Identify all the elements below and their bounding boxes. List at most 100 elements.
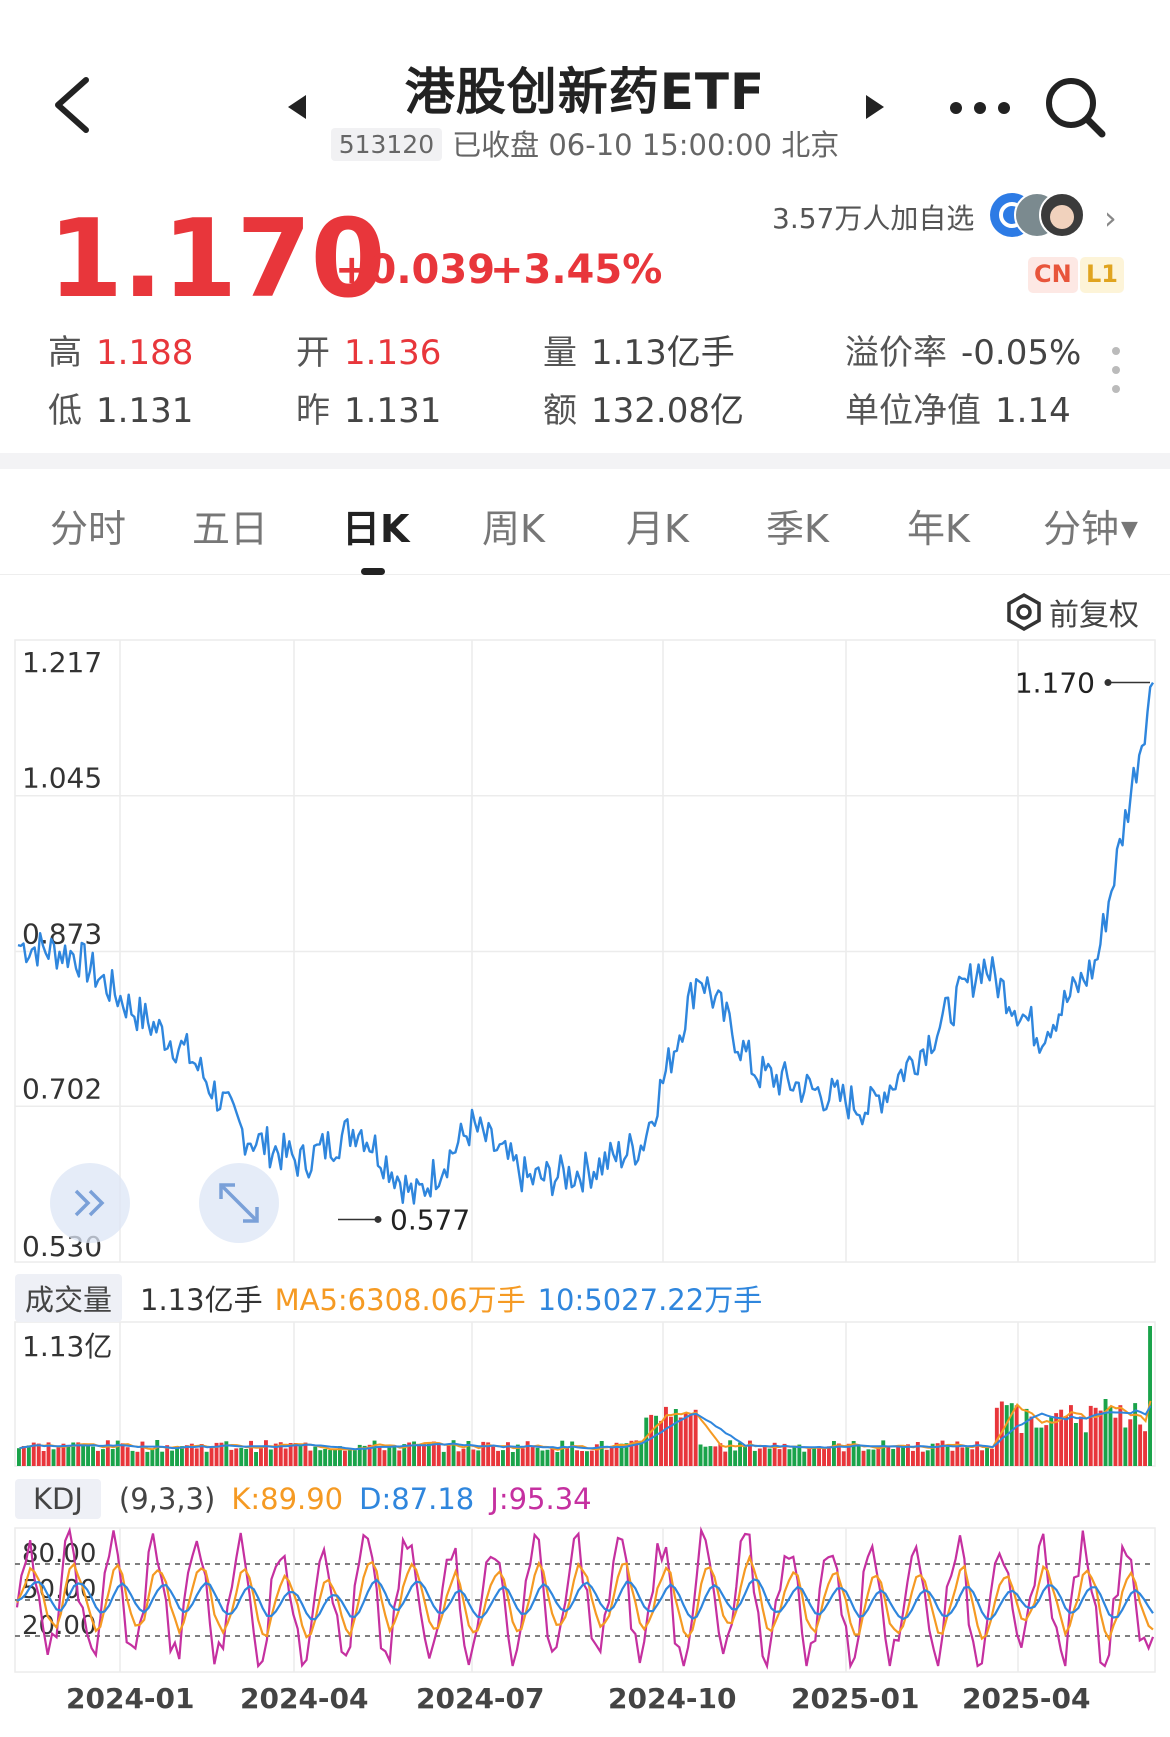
stat-amount: 额 132.08亿 bbox=[543, 391, 744, 431]
more-stats-icon[interactable] bbox=[1110, 345, 1122, 395]
volume-bar bbox=[525, 1441, 530, 1466]
max-price-label: 1.170 bbox=[1015, 667, 1095, 700]
volume-bar bbox=[876, 1445, 881, 1466]
tab-weekly-k[interactable]: 周K bbox=[482, 507, 545, 551]
volume-bar bbox=[575, 1450, 579, 1466]
volume-bar bbox=[1044, 1425, 1049, 1466]
volume-bar bbox=[990, 1448, 994, 1466]
volume-bar bbox=[881, 1440, 886, 1466]
volume-bar bbox=[431, 1441, 436, 1466]
volume-bar bbox=[688, 1414, 693, 1466]
volume-bar bbox=[160, 1451, 165, 1466]
volume-axis-max: 1.13亿 bbox=[22, 1330, 112, 1363]
volume-bar bbox=[1123, 1427, 1128, 1466]
next-stock-icon[interactable] bbox=[862, 92, 888, 122]
volume-bar bbox=[960, 1447, 965, 1466]
tab-monthly-k[interactable]: 月K bbox=[626, 507, 689, 551]
expand-sidebar-button[interactable] bbox=[50, 1163, 130, 1243]
volume-bar bbox=[896, 1446, 901, 1466]
volume-bar bbox=[945, 1446, 950, 1466]
prev-stock-icon[interactable] bbox=[284, 92, 310, 122]
volume-bar bbox=[81, 1444, 86, 1466]
volume-bar bbox=[1074, 1423, 1078, 1466]
volume-bar bbox=[738, 1442, 742, 1466]
volume-bar bbox=[273, 1443, 278, 1466]
volume-bar bbox=[303, 1442, 308, 1466]
volume-bar bbox=[249, 1440, 253, 1466]
volume-bar bbox=[906, 1444, 910, 1466]
volume-bar bbox=[911, 1450, 915, 1466]
volume-bar bbox=[343, 1450, 347, 1466]
volume-bar bbox=[1108, 1406, 1113, 1466]
tab-minute[interactable]: 分钟▼ bbox=[1043, 507, 1138, 551]
volume-bar bbox=[841, 1451, 846, 1466]
double-chevron-icon bbox=[74, 1189, 105, 1217]
volume-bar bbox=[214, 1442, 219, 1466]
volume-bar bbox=[585, 1451, 589, 1466]
volume-bar bbox=[46, 1442, 51, 1466]
y-axis-tick-label: 1.045 bbox=[22, 762, 102, 795]
volume-bar bbox=[915, 1442, 920, 1466]
volume-bar bbox=[96, 1450, 100, 1466]
volume-bar bbox=[313, 1446, 318, 1466]
volume-bar bbox=[619, 1443, 624, 1466]
volume-bar bbox=[120, 1443, 125, 1466]
volume-bar bbox=[822, 1448, 826, 1466]
volume-bar bbox=[515, 1444, 520, 1466]
volume-bar bbox=[832, 1441, 836, 1466]
volume-bar bbox=[451, 1440, 456, 1466]
x-axis-label: 2025-01 bbox=[791, 1682, 920, 1715]
volume-bar bbox=[145, 1451, 150, 1466]
volume-bar bbox=[1143, 1431, 1147, 1466]
back-arrow-icon[interactable] bbox=[48, 70, 98, 140]
volume-label[interactable]: 成交量 bbox=[15, 1274, 123, 1322]
volume-bar bbox=[130, 1450, 135, 1466]
volume-bar bbox=[673, 1409, 678, 1466]
volume-bar bbox=[535, 1447, 540, 1466]
fullscreen-button[interactable] bbox=[199, 1163, 279, 1243]
level-tag: L1 bbox=[1080, 257, 1124, 293]
volume-bar bbox=[71, 1442, 76, 1466]
volume-bar bbox=[767, 1448, 772, 1466]
volume-bar bbox=[792, 1447, 797, 1466]
volume-bar bbox=[1103, 1399, 1108, 1466]
volume-bar bbox=[624, 1443, 629, 1466]
volume-bar bbox=[817, 1446, 821, 1466]
volume-bar bbox=[925, 1450, 930, 1466]
volume-bar bbox=[506, 1442, 510, 1466]
volume-bar bbox=[1078, 1416, 1083, 1466]
follower-avatars[interactable] bbox=[990, 190, 1085, 240]
volume-bar bbox=[1098, 1410, 1103, 1466]
followers-count[interactable]: 3.57万人加自选 bbox=[772, 202, 975, 235]
min-price-label: 0.577 bbox=[390, 1203, 470, 1236]
price-adjust-toggle[interactable]: 前复权 bbox=[1005, 590, 1139, 634]
tab-daily-k[interactable]: 日K bbox=[342, 507, 410, 551]
stat-low: 低 1.131 bbox=[48, 391, 194, 431]
volume-bar bbox=[338, 1446, 342, 1466]
volume-bar bbox=[659, 1420, 663, 1466]
volume-bar bbox=[1133, 1403, 1138, 1466]
volume-bar bbox=[501, 1450, 505, 1466]
tab-intraday[interactable]: 分时 bbox=[50, 507, 127, 551]
volume-bar bbox=[1049, 1416, 1054, 1466]
search-icon[interactable] bbox=[1040, 72, 1110, 142]
volume-bar bbox=[708, 1446, 713, 1466]
volume-bar bbox=[377, 1446, 382, 1466]
volume-bar bbox=[901, 1445, 905, 1466]
volume-bar bbox=[234, 1448, 239, 1466]
volume-legend: 成交量 1.13亿手 MA5:6308.06万手 10:5027.22万手 bbox=[15, 1274, 762, 1322]
volume-bar bbox=[382, 1450, 387, 1466]
volume-bar bbox=[308, 1450, 313, 1466]
volume-bar bbox=[1064, 1416, 1068, 1466]
more-options-icon[interactable] bbox=[945, 88, 1015, 128]
volume-panel-border bbox=[14, 1321, 1156, 1467]
tab-five-day[interactable]: 五日 bbox=[192, 507, 269, 551]
volume-bar bbox=[392, 1446, 397, 1466]
followers-chevron-icon[interactable]: › bbox=[1104, 199, 1117, 237]
kdj-label[interactable]: KDJ bbox=[15, 1479, 101, 1519]
volume-bar bbox=[891, 1449, 896, 1466]
tab-yearly-k[interactable]: 年K bbox=[907, 507, 970, 551]
volume-bar bbox=[357, 1444, 362, 1466]
tab-quarterly-k[interactable]: 季K bbox=[766, 507, 829, 551]
